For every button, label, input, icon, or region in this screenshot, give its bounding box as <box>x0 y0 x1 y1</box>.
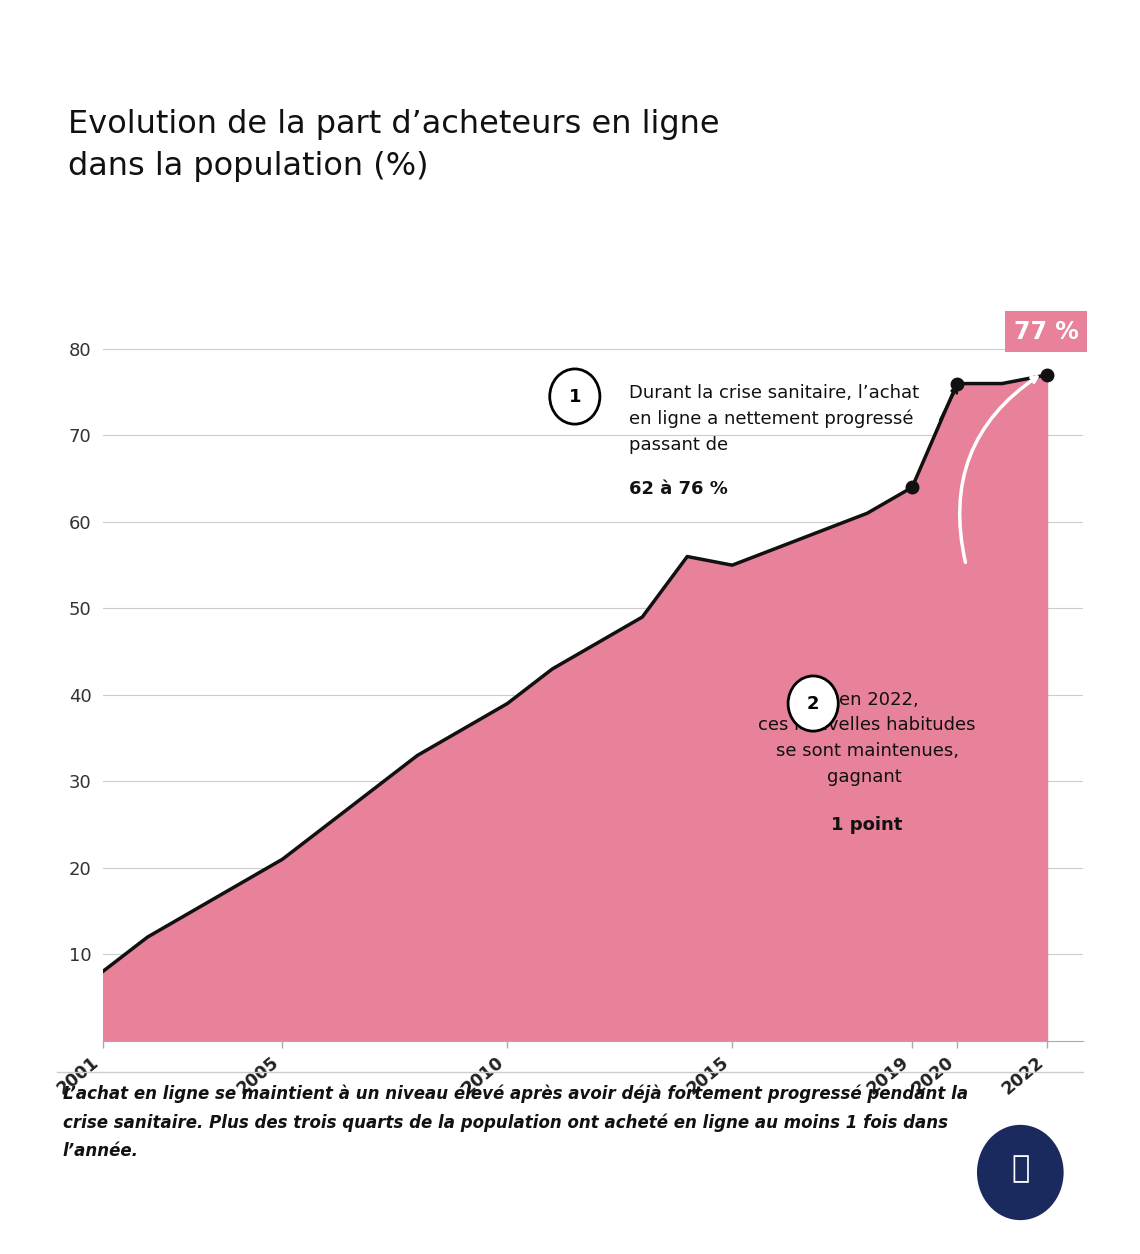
Text: 77 %: 77 % <box>1013 320 1078 344</box>
Text: Evolution de la part d’acheteurs en ligne
dans la population (%): Evolution de la part d’acheteurs en lign… <box>68 109 720 182</box>
Text: L’achat en ligne se maintient à un niveau élevé après avoir déjà fortement progr: L’achat en ligne se maintient à un nivea… <box>63 1085 968 1160</box>
Text: Et en 2022,
ces nouvelles habitudes
se sont maintenues,
gagnant: Et en 2022, ces nouvelles habitudes se s… <box>758 691 976 786</box>
Text: 1 point: 1 point <box>831 816 903 834</box>
Text: 2: 2 <box>807 695 820 712</box>
Text: 1: 1 <box>569 387 581 405</box>
Text: ⌕: ⌕ <box>1011 1154 1029 1184</box>
Text: Durant la crise sanitaire, l’achat
en ligne a nettement progressé
passant de: Durant la crise sanitaire, l’achat en li… <box>629 384 919 454</box>
Text: 62 à 76 %: 62 à 76 % <box>629 480 727 498</box>
